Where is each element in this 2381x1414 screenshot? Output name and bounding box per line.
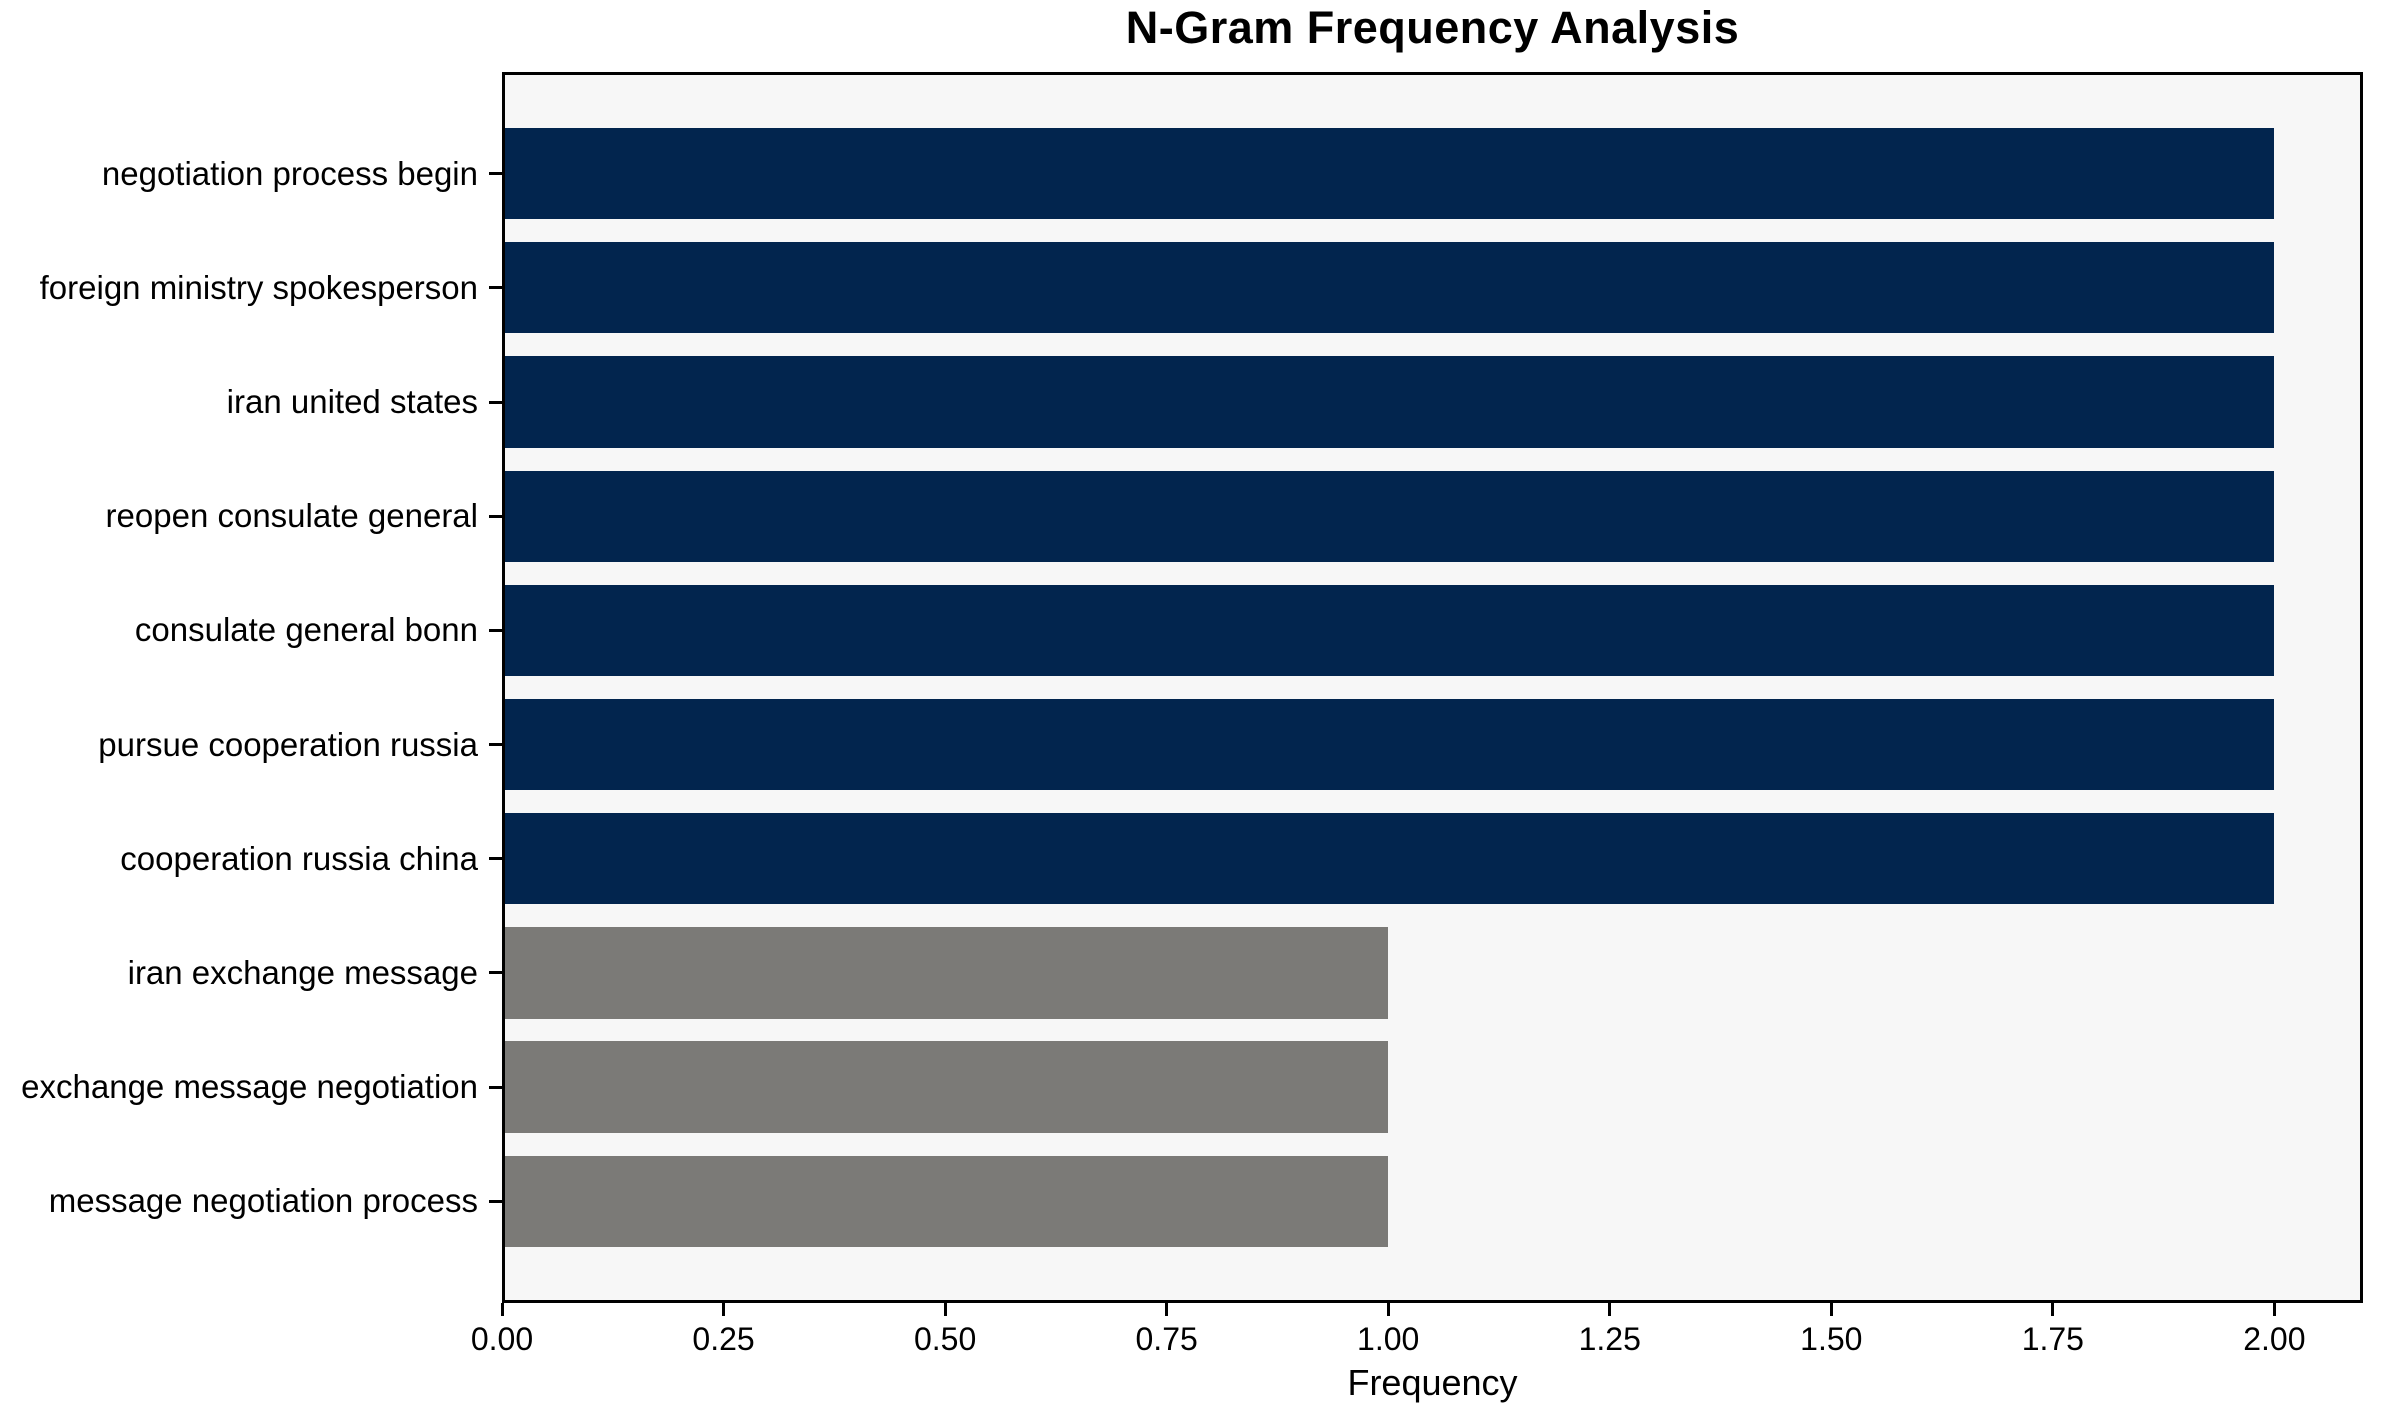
y-tick-label: exchange message negotiation bbox=[21, 1068, 478, 1106]
bar bbox=[502, 356, 2275, 448]
y-tick-mark bbox=[489, 971, 502, 975]
y-tick-mark bbox=[489, 400, 502, 404]
y-tick-label: foreign ministry spokesperson bbox=[39, 268, 478, 306]
bar bbox=[502, 813, 2275, 905]
x-tick-label: 0.25 bbox=[692, 1321, 755, 1357]
x-tick-label: 1.00 bbox=[1357, 1321, 1420, 1357]
bar bbox=[502, 1041, 1389, 1133]
x-tick-label: 0.00 bbox=[470, 1321, 534, 1357]
bar bbox=[502, 584, 2275, 677]
y-tick-mark bbox=[489, 1199, 502, 1203]
x-tick-mark bbox=[722, 1303, 726, 1316]
y-tick-label: pursue cooperation russia bbox=[98, 725, 478, 763]
bar bbox=[502, 698, 2275, 791]
x-tick-mark bbox=[2272, 1303, 2276, 1316]
x-tick-mark bbox=[1608, 1303, 1612, 1316]
x-tick-label: 0.75 bbox=[1135, 1321, 1198, 1357]
bar bbox=[502, 242, 2275, 334]
bar bbox=[502, 1155, 1389, 1248]
x-tick-mark bbox=[2051, 1303, 2055, 1316]
x-tick-label: 1.25 bbox=[1578, 1321, 1641, 1357]
y-tick-mark bbox=[489, 857, 502, 861]
bar bbox=[502, 127, 2275, 220]
y-tick-label: message negotiation process bbox=[48, 1182, 478, 1220]
y-tick-label: reopen consulate general bbox=[105, 497, 478, 535]
y-tick-mark bbox=[489, 286, 502, 290]
x-tick-label: 1.50 bbox=[1800, 1321, 1863, 1357]
y-tick-label: consulate general bonn bbox=[134, 611, 478, 649]
y-tick-mark bbox=[489, 514, 502, 518]
y-tick-mark bbox=[489, 743, 502, 747]
chart-title: N-Gram Frequency Analysis bbox=[1125, 2, 1740, 53]
x-tick-label: 2.00 bbox=[2243, 1321, 2306, 1357]
y-tick-label: negotiation process begin bbox=[101, 154, 478, 192]
x-tick-mark bbox=[1829, 1303, 1833, 1316]
y-tick-label: cooperation russia china bbox=[120, 839, 478, 877]
bar bbox=[502, 927, 1389, 1019]
x-tick-mark bbox=[500, 1303, 504, 1316]
y-tick-label: iran united states bbox=[226, 383, 478, 421]
y-tick-label: iran exchange message bbox=[127, 953, 478, 991]
x-tick-label: 1.75 bbox=[2021, 1321, 2084, 1357]
x-tick-mark bbox=[1165, 1303, 1169, 1316]
y-tick-mark bbox=[489, 628, 502, 632]
x-tick-label: 0.50 bbox=[913, 1321, 977, 1357]
bar bbox=[502, 470, 2275, 562]
y-tick-mark bbox=[489, 172, 502, 176]
x-axis-title: Frequency bbox=[1347, 1362, 1518, 1403]
y-tick-mark bbox=[489, 1085, 502, 1089]
x-tick-mark bbox=[943, 1303, 947, 1316]
x-tick-mark bbox=[1386, 1303, 1390, 1316]
